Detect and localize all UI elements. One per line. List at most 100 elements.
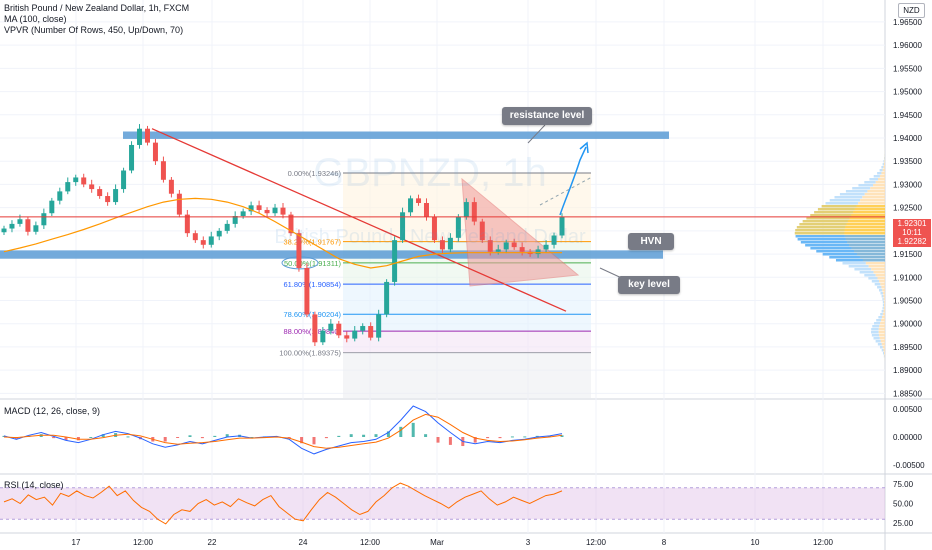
volume-bar-down — [873, 271, 885, 274]
volume-bar-down — [879, 325, 885, 328]
candle-body — [224, 223, 230, 231]
volume-bar-up — [882, 307, 884, 310]
volume-bar-down — [883, 310, 885, 313]
countdown-tag: 10:11 — [893, 228, 931, 238]
candle-body — [41, 213, 47, 226]
y-tick-label: 1.89500 — [893, 343, 922, 352]
macd-tick-label: 0.00000 — [893, 433, 922, 442]
triangle-pattern — [461, 177, 580, 287]
candle-body — [503, 242, 509, 250]
volume-bar-down — [879, 337, 885, 340]
y-tick-label: 1.91500 — [893, 250, 922, 259]
ma100-line — [3, 197, 562, 269]
x-tick-label: Mar — [430, 538, 444, 547]
candle-body — [1, 228, 7, 233]
candle-body — [57, 191, 63, 201]
volume-bar-up — [878, 289, 883, 292]
volume-bar-down — [884, 160, 885, 163]
ma-legend[interactable]: MA (100, close) — [4, 14, 67, 24]
volume-bar-down — [858, 202, 885, 205]
volume-bar-down — [864, 193, 885, 196]
fib-label: 100.00%(1.89375) — [279, 349, 341, 358]
value-area-bar — [810, 214, 885, 217]
volume-bar-up — [864, 181, 876, 184]
macd-histogram-bar — [424, 434, 428, 437]
x-tick-label: 24 — [299, 538, 308, 547]
rsi-title[interactable]: RSI (14, close) — [4, 480, 64, 490]
volume-bar-down — [871, 268, 885, 271]
candle-body — [113, 189, 119, 203]
volume-bar-up — [882, 301, 885, 304]
currency-button[interactable]: NZD — [898, 3, 925, 18]
value-area-bar — [796, 226, 885, 229]
candle-body — [176, 193, 182, 215]
key-level-callout: key level — [618, 276, 680, 294]
chart-title: British Pound / New Zealand Dollar, 1h, … — [4, 3, 190, 13]
volume-bar-up — [882, 304, 885, 307]
y-tick-label: 1.94500 — [893, 111, 922, 120]
volume-bar-down — [870, 187, 885, 190]
value-area-bar — [797, 238, 885, 241]
candle-body — [439, 240, 445, 250]
macd-histogram-bar — [300, 437, 304, 444]
volume-bar-up — [878, 316, 883, 319]
x-tick-label: 12:00 — [133, 538, 154, 547]
candle-body — [304, 268, 310, 315]
candle-body — [17, 219, 23, 224]
value-area-bar — [794, 232, 885, 235]
candle-body — [65, 182, 71, 192]
value-area-bar — [835, 259, 885, 262]
volume-bar-down — [877, 277, 885, 280]
macd-histogram-bar — [312, 437, 316, 445]
candle-body — [73, 177, 79, 183]
macd-histogram-bar — [213, 435, 217, 437]
candle-body — [551, 235, 557, 245]
volume-bar-down — [860, 199, 885, 202]
candle-body — [511, 242, 517, 248]
macd-histogram-bar — [548, 435, 552, 437]
candle-body — [431, 216, 437, 241]
volume-bar-up — [882, 352, 885, 355]
candle-body — [463, 202, 469, 217]
y-tick-label: 1.95500 — [893, 64, 922, 73]
volume-bar-down — [881, 343, 885, 346]
candle-body — [535, 249, 541, 255]
volume-bar-up — [882, 163, 884, 166]
volume-bar-down — [878, 328, 885, 331]
candle-body — [392, 240, 398, 282]
vpvr-legend[interactable]: VPVR (Number Of Rows, 450, Up/Down, 70) — [4, 25, 184, 35]
y-tick-label: 1.93500 — [893, 157, 922, 166]
rsi-tick-label: 25.00 — [893, 519, 914, 528]
macd-histogram-bar — [324, 437, 328, 439]
candle-body — [137, 128, 143, 145]
candle-body — [25, 219, 31, 232]
candle-body — [9, 223, 15, 229]
value-area-bar — [829, 256, 885, 259]
x-tick-label: 17 — [72, 538, 81, 547]
resistance-callout: resistance level — [502, 107, 592, 125]
candle-body — [216, 230, 222, 237]
volume-bar-up — [834, 196, 863, 199]
macd-histogram-bar — [560, 435, 564, 437]
volume-bar-down — [884, 355, 885, 358]
x-tick-label: 12:00 — [360, 538, 381, 547]
candle-body — [352, 330, 358, 339]
volume-bar-down — [883, 163, 885, 166]
macd-histogram-bar — [473, 437, 477, 443]
candle-body — [81, 177, 87, 185]
macd-histogram-bar — [225, 434, 229, 437]
macd-histogram-bar — [89, 437, 93, 438]
macd-tick-label: 0.00500 — [893, 405, 922, 414]
candle-body — [288, 214, 294, 234]
macd-tick-label: -0.00500 — [893, 461, 925, 470]
volume-bar-down — [883, 349, 885, 352]
volume-bar-down — [862, 196, 885, 199]
volume-bar-down — [873, 184, 885, 187]
y-tick-label: 1.88500 — [893, 389, 922, 398]
candle-body — [455, 216, 461, 238]
volume-bar-up — [877, 172, 882, 175]
macd-title[interactable]: MACD (12, 26, close, 9) — [4, 406, 101, 416]
macd-histogram-bar — [2, 435, 6, 437]
